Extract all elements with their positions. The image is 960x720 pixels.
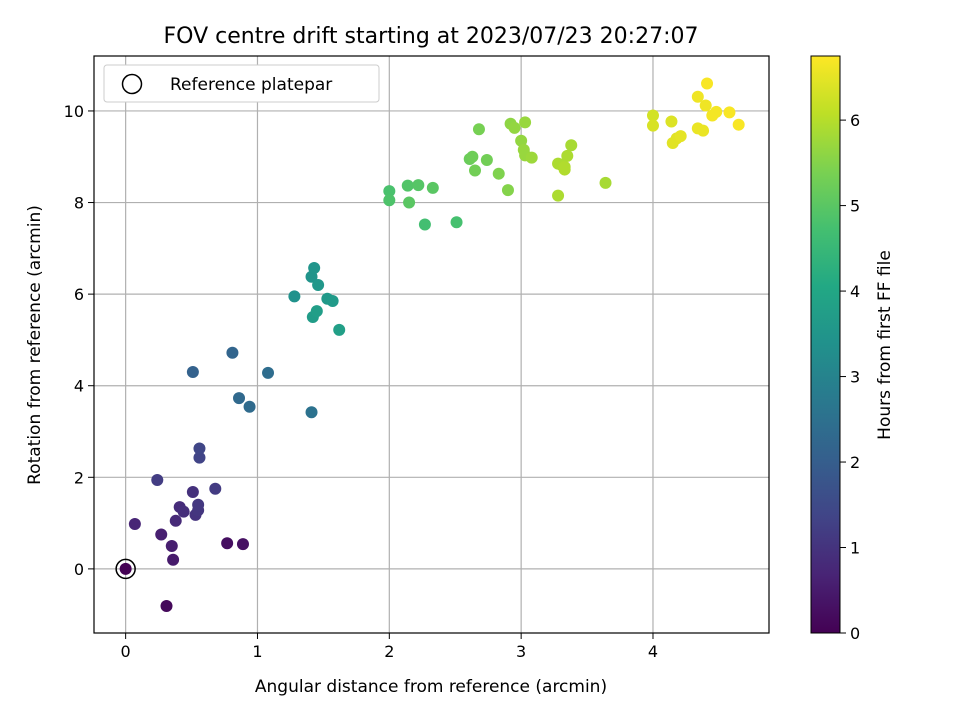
colorbar-tick-label: 2 (850, 453, 860, 472)
data-point (305, 406, 318, 419)
data-point (193, 442, 206, 455)
colorbar-ticks: 0 1 2 3 4 5 6 (840, 111, 860, 643)
data-point (155, 528, 168, 541)
data-point (492, 167, 505, 180)
data-point (665, 115, 678, 128)
x-tick-label: 4 (648, 642, 658, 661)
colorbar-gradient (810, 55, 841, 634)
data-point (710, 105, 723, 118)
data-point (450, 216, 463, 229)
data-point (160, 599, 173, 612)
data-point (525, 151, 538, 164)
data-point (701, 77, 714, 90)
scatter-points (119, 77, 745, 612)
data-point (221, 537, 234, 550)
data-point (469, 164, 482, 177)
data-point (186, 365, 199, 378)
data-point (561, 149, 574, 162)
data-point (383, 194, 396, 207)
data-point (466, 150, 479, 163)
data-point (732, 118, 745, 131)
colorbar-tick-label: 4 (850, 282, 860, 301)
legend-reference-marker (121, 73, 143, 95)
data-point (119, 562, 132, 575)
data-point (288, 290, 301, 303)
y-tick-label: 10 (64, 102, 84, 121)
data-point (165, 539, 178, 552)
colorbar-tick-label: 1 (850, 539, 860, 558)
colorbar-tick-label: 6 (850, 111, 860, 130)
data-point (699, 99, 712, 112)
legend-entry-reference: Reference platepar (170, 75, 332, 95)
data-point (310, 305, 323, 318)
y-tick-label: 6 (74, 285, 84, 304)
data-point (193, 451, 206, 464)
colorbar-label: Hours from first FF file (875, 250, 895, 440)
data-point (383, 185, 396, 198)
data-point (552, 189, 565, 202)
data-point (236, 538, 249, 551)
y-axis-label: Rotation from reference (arcmin) (25, 205, 45, 485)
data-point (508, 121, 521, 134)
data-point (262, 366, 275, 379)
data-point (480, 153, 493, 166)
data-point (233, 392, 246, 405)
data-point (412, 179, 425, 192)
x-tick-label: 3 (516, 642, 526, 661)
data-point (177, 505, 190, 518)
data-point (519, 116, 532, 129)
colorbar-tick-label: 3 (850, 368, 860, 387)
data-point (565, 139, 578, 152)
data-point (226, 346, 239, 359)
colorbar: 0 1 2 3 4 5 6 Hours from first FF file (810, 55, 895, 643)
data-point (418, 218, 431, 231)
data-point (128, 518, 141, 531)
data-point (515, 134, 528, 147)
data-point (403, 196, 416, 209)
data-point (501, 184, 514, 197)
data-point (472, 123, 485, 136)
y-tick-label: 2 (74, 468, 84, 487)
legend-box (103, 64, 380, 103)
data-point (326, 294, 339, 307)
data-point (697, 124, 710, 137)
data-point (192, 498, 205, 511)
reference-platepar-marker (115, 558, 136, 580)
y-tick-label: 4 (74, 377, 84, 396)
legend: Reference platepar (103, 64, 380, 103)
data-point (646, 119, 659, 132)
data-point (243, 400, 256, 413)
data-point (167, 553, 180, 566)
data-point (426, 181, 439, 194)
y-tick-label: 8 (74, 194, 84, 213)
plot-area-frame (93, 55, 770, 634)
colorbar-tick-label: 0 (850, 624, 860, 643)
data-point (401, 179, 414, 192)
x-axis-label: Angular distance from reference (arcmin) (255, 677, 607, 697)
data-point (674, 130, 687, 143)
data-point (599, 176, 612, 189)
x-tick-label: 2 (384, 642, 394, 661)
data-point (209, 482, 222, 495)
data-point (558, 160, 571, 173)
data-point (151, 474, 164, 487)
data-point (333, 323, 346, 336)
x-tick-label: 0 (121, 642, 131, 661)
data-point (186, 485, 199, 498)
chart-title: FOV centre drift starting at 2023/07/23 … (164, 24, 699, 49)
y-axis-ticks: 0 2 4 6 8 10 (64, 102, 94, 579)
reference-marker-layer (115, 558, 136, 580)
data-point (308, 262, 321, 275)
data-point (723, 106, 736, 119)
y-tick-label: 0 (74, 560, 84, 579)
grid (94, 56, 769, 633)
data-point (312, 278, 325, 291)
data-point (691, 90, 704, 103)
colorbar-tick-label: 5 (850, 197, 860, 216)
x-tick-label: 1 (252, 642, 262, 661)
data-point (646, 109, 659, 122)
x-axis-ticks: 0 1 2 3 4 (121, 633, 658, 661)
data-point (169, 514, 182, 527)
